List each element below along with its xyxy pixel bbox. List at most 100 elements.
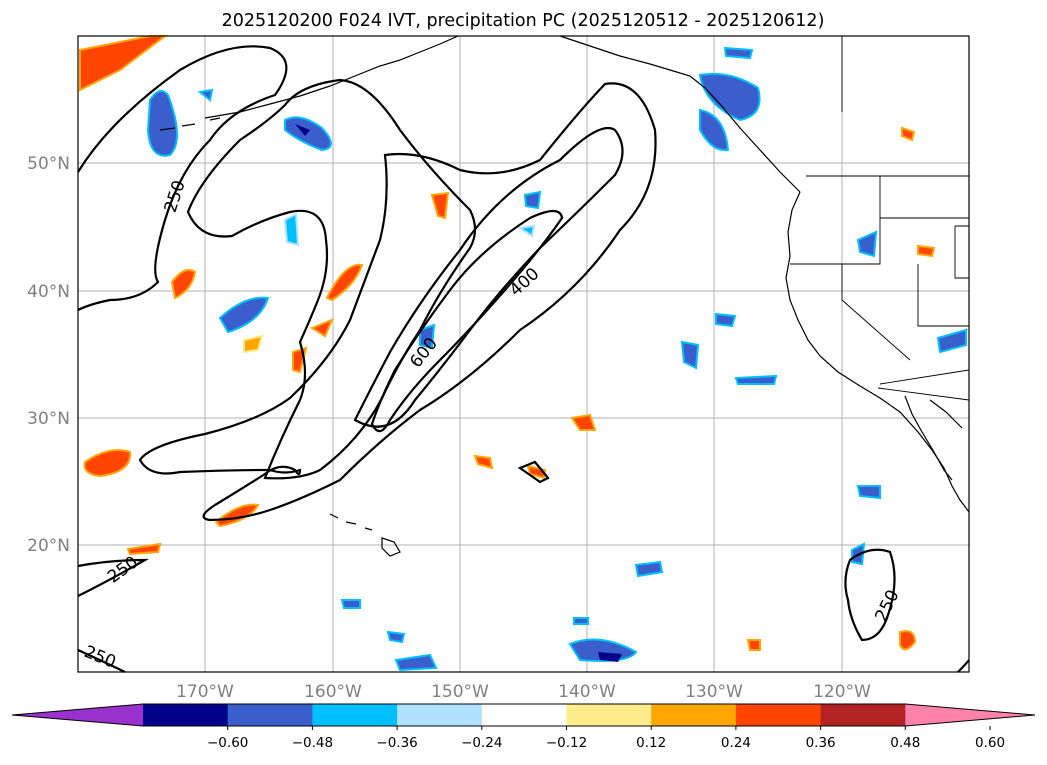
ivt-contour-250-outer xyxy=(77,45,288,311)
figure-title: 2025120200 F024 IVT, precipitation PC (2… xyxy=(222,11,825,31)
lon-label: 140°W xyxy=(558,682,616,702)
colorbar-tick-label: −0.36 xyxy=(376,735,417,751)
map-frame xyxy=(77,35,970,673)
colorbar-tick-label: −0.12 xyxy=(546,735,587,751)
ivt-contour-400 xyxy=(186,78,477,480)
precip-pc-shading xyxy=(79,35,967,672)
map-panel: 250 400 600 250 250 250 xyxy=(77,35,970,673)
colorbar-outline xyxy=(11,703,1036,727)
colorbar-extend-max xyxy=(905,704,1035,726)
precip-negative-patch xyxy=(698,72,761,122)
precip-positive-patch xyxy=(243,334,264,354)
lat-label: 40°N xyxy=(27,282,70,302)
colorbar-tick-label: 0.24 xyxy=(721,735,751,751)
graticule xyxy=(78,36,969,672)
precip-positive-patch xyxy=(570,413,597,431)
ivt-contour-250-small xyxy=(517,460,550,484)
precip-negative-patch xyxy=(517,224,536,238)
colorbar-segment xyxy=(566,704,652,726)
precip-negative-patch xyxy=(680,340,700,370)
precip-negative-patch xyxy=(197,88,214,102)
precip-negative-patch xyxy=(419,323,436,350)
precip-positive-patch xyxy=(325,263,364,302)
precip-positive-patch xyxy=(746,639,761,651)
colorbar-tick-label: 0.12 xyxy=(636,735,666,751)
precip-positive-patch xyxy=(83,449,132,478)
colorbar-extend-min xyxy=(12,704,143,726)
longitude-labels: 170°W 160°W 150°W 140°W 130°W 120°W xyxy=(176,682,871,702)
precip-negative-patch xyxy=(856,230,878,258)
coastline-baja xyxy=(904,395,963,481)
precip-positive-patch xyxy=(899,630,917,651)
colorbar-segment xyxy=(481,704,567,726)
precip-negative-patch xyxy=(146,90,179,157)
colorbar: −0.60 −0.48 −0.36 −0.24 −0.12 0.12 0.24 0.36 0.4… xyxy=(11,703,1036,751)
colorbar-segment xyxy=(735,704,822,726)
coastline-alaska xyxy=(204,35,801,193)
lon-label: 130°W xyxy=(685,682,743,702)
precip-negative-patch xyxy=(734,374,778,385)
precip-negative-patch xyxy=(283,212,300,247)
latitude-labels: 50°N 40°N 30°N 20°N xyxy=(27,154,70,556)
precip-positive-patch xyxy=(79,35,168,92)
colorbar-segment xyxy=(227,704,313,726)
precip-negative-patch xyxy=(936,328,967,354)
coastlines xyxy=(159,35,970,557)
precip-negative-patch xyxy=(598,652,622,662)
coastline-aleutians xyxy=(159,117,221,131)
coastline-hawaii xyxy=(329,513,401,557)
ivt-contour-400-core xyxy=(353,126,624,428)
precip-negative-patch xyxy=(386,630,406,644)
colorbar-segment xyxy=(312,704,398,726)
precip-negative-patch xyxy=(715,312,737,328)
precip-negative-patch xyxy=(723,46,754,60)
colorbar-tick-label: −0.24 xyxy=(461,735,502,751)
colorbar-segment xyxy=(651,704,737,726)
precip-negative-patch xyxy=(699,108,730,152)
ivt-contour-250-southwest xyxy=(77,558,150,597)
colorbar-segment xyxy=(397,704,483,726)
precip-negative-patch xyxy=(218,296,270,334)
precip-negative-patch xyxy=(340,599,361,609)
precip-positive-patch xyxy=(309,318,334,338)
precip-positive-patch xyxy=(430,191,450,220)
ivt-contours xyxy=(77,45,970,673)
ivt-contour-250-main xyxy=(138,82,657,522)
precip-negative-patch xyxy=(295,124,310,136)
border-states xyxy=(790,176,970,385)
precip-positive-patch xyxy=(126,542,162,556)
map-background xyxy=(78,36,969,672)
colorbar-segment xyxy=(820,704,906,726)
precip-negative-patch xyxy=(634,560,664,578)
lon-label: 120°W xyxy=(813,682,871,702)
colorbar-tick-label: −0.60 xyxy=(207,735,248,751)
colorbar-tick-label: 0.48 xyxy=(890,735,920,751)
precip-positive-patch xyxy=(170,269,197,300)
border-us-mexico xyxy=(877,387,970,401)
precip-positive-patch xyxy=(901,126,916,142)
political-borders xyxy=(790,36,970,401)
lat-label: 20°N xyxy=(27,536,70,556)
ivt-contour-600 xyxy=(370,209,564,433)
colorbar-tick-label: −0.48 xyxy=(292,735,333,751)
precip-negative-patch xyxy=(523,190,542,210)
colorbar-segment xyxy=(143,704,229,726)
lon-label: 170°W xyxy=(176,682,234,702)
colorbar-tick-label: 0.60 xyxy=(975,735,1005,751)
lat-label: 30°N xyxy=(27,409,70,429)
precip-negative-patch xyxy=(573,617,589,625)
lat-label: 50°N xyxy=(27,154,70,174)
ivt-contour-250-corner xyxy=(77,648,126,673)
coastline-western-na xyxy=(785,191,970,513)
ivt-contour-250-corner-se xyxy=(957,659,970,673)
precip-negative-patch xyxy=(856,485,881,500)
precip-positive-patch xyxy=(917,244,936,258)
colorbar-tick-label: 0.36 xyxy=(806,735,836,751)
lon-label: 160°W xyxy=(304,682,362,702)
ivt-contour-250-east xyxy=(844,548,896,642)
precip-positive-patch xyxy=(214,503,260,528)
lon-label: 150°W xyxy=(431,682,489,702)
precip-negative-patch xyxy=(394,653,438,672)
precip-positive-patch xyxy=(473,454,494,470)
